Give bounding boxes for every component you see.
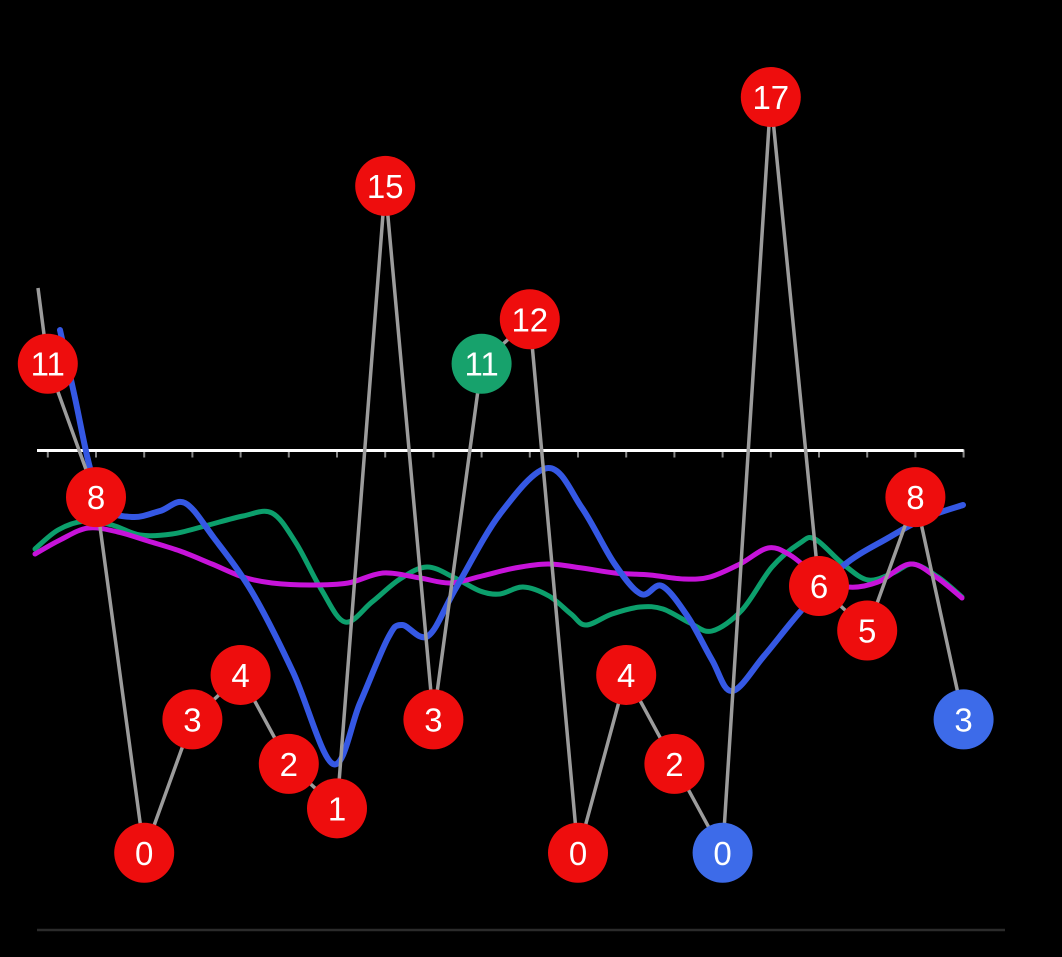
data-point-label-19: 3 [954,701,972,738]
data-point-label-5: 2 [280,746,298,783]
data-point-marker-6-red[interactable] [307,778,367,839]
data-point-marker-4-red[interactable] [210,644,271,705]
data-point-label-0: 11 [31,346,65,383]
data-point-marker-13-red[interactable] [644,733,705,794]
data-point-marker-16-red[interactable] [789,556,849,617]
data-point-label-8: 3 [424,701,442,738]
data-point-marker-10-red[interactable] [499,289,560,350]
data-point-marker-17-red[interactable] [837,600,898,661]
data-point-marker-1-red[interactable] [66,467,126,528]
data-point-label-9: 11 [464,346,498,383]
data-point-label-12: 4 [617,657,635,694]
data-point-marker-19-blue[interactable] [933,689,994,750]
data-point-label-2: 0 [135,835,153,872]
data-point-marker-8-red[interactable] [403,689,464,750]
data-point-marker-7-red[interactable] [355,155,416,216]
data-point-label-3: 3 [183,701,201,738]
data-point-label-10: 12 [511,301,548,338]
data-point-marker-3-red[interactable] [162,689,223,750]
data-point-marker-9-green[interactable] [451,333,512,394]
data-point-label-4: 4 [231,657,249,694]
data-point-marker-11-red[interactable] [548,822,608,883]
data-point-label-6: 1 [328,790,346,827]
data-point-label-11: 0 [569,835,587,872]
data-point-marker-15-red[interactable] [740,66,801,127]
data-point-label-16: 6 [810,568,828,605]
curve-blue-smooth [57,327,966,768]
data-point-marker-2-red[interactable] [114,822,175,883]
data-point-label-7: 15 [367,168,404,205]
data-point-marker-18-red[interactable] [885,467,946,528]
data-point-marker-14-blue[interactable] [692,822,753,883]
data-point-label-1: 8 [87,479,105,516]
data-point-marker-0-red[interactable] [17,333,78,394]
data-point-label-13: 2 [665,746,683,783]
data-point-label-15: 17 [752,79,789,116]
data-point-marker-12-red[interactable] [596,644,657,705]
data-point-label-18: 8 [906,479,924,516]
data-point-label-14: 0 [713,835,731,872]
data-point-label-17: 5 [858,613,876,650]
data-point-marker-5-red[interactable] [258,733,319,794]
